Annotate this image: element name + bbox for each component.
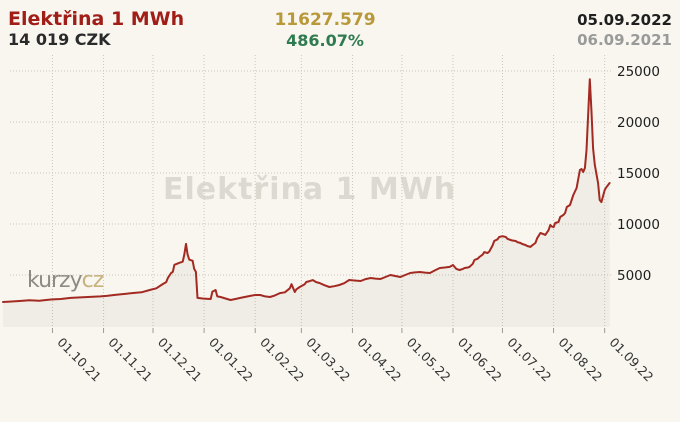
price-line [2, 78, 611, 303]
x-axis-label: 01.10.21 [54, 335, 104, 385]
y-axis-label: 25000 [617, 64, 660, 80]
instrument-title: Elektřina 1 MWh [8, 8, 185, 30]
x-axis-label: 01.04.22 [354, 335, 404, 385]
period-end-date: 05.09.2022 [577, 11, 672, 29]
x-axis-label: 01.01.22 [206, 335, 256, 385]
x-axis-label: 01.06.22 [455, 335, 505, 385]
header-right: 05.09.2022 06.09.2021 [577, 10, 672, 50]
current-price: 14 019 CZK [8, 30, 111, 49]
price-area-fill [3, 79, 610, 327]
y-axis-label: 10000 [617, 217, 660, 233]
y-axis-label: 20000 [617, 115, 660, 131]
x-axis-label: 01.05.22 [404, 335, 454, 385]
kurzy-logo: kurzycz [27, 268, 105, 293]
y-axis-label: 5000 [617, 268, 651, 284]
x-axis-label: 01.03.22 [303, 335, 353, 385]
x-axis-label: 01.02.22 [257, 335, 307, 385]
chart-header: Elektřina 1 MWh 14 019 CZK 11627.579 486… [0, 0, 680, 54]
change-absolute: 11627.579 [274, 10, 376, 30]
period-start-date: 06.09.2021 [577, 31, 672, 49]
change-percent: 486.07% [286, 31, 364, 50]
x-axis-label: 01.12.21 [155, 335, 205, 385]
y-axis-label: 15000 [617, 166, 660, 182]
chart-title-watermark: Elektřina 1 MWh [163, 172, 457, 207]
x-axis-label: 01.11.21 [105, 335, 155, 385]
kurzy-logo-main: kurzy [27, 268, 83, 293]
kurzy-logo-cz: cz [81, 268, 105, 293]
header-left: Elektřina 1 MWh 14 019 CZK [8, 8, 184, 49]
x-axis-label: 01.07.22 [504, 335, 554, 385]
x-axis-label: 01.08.22 [555, 335, 605, 385]
header-center: 11627.579 486.07% [230, 10, 420, 50]
x-axis-label: 01.09.22 [607, 335, 657, 385]
